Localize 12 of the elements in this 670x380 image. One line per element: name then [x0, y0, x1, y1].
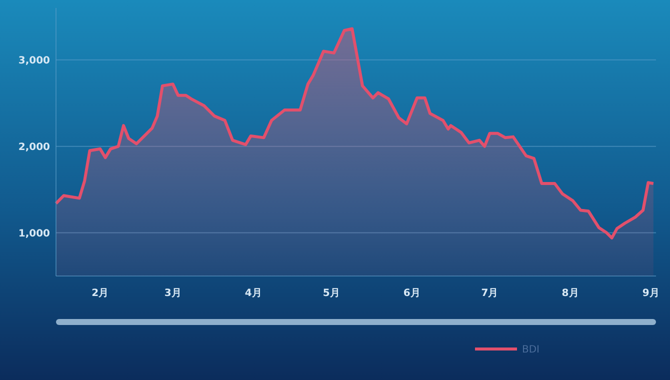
legend-label: BDI [522, 344, 540, 356]
x-tick-label: 9月 [642, 288, 660, 299]
x-tick-label: 6月 [403, 288, 420, 299]
x-tick-label: 2月 [92, 288, 109, 299]
y-tick-label: 1,000 [18, 228, 50, 240]
x-tick-label: 8月 [562, 288, 579, 299]
x-tick-label: 5月 [322, 288, 340, 299]
x-tick-label: 3月 [164, 288, 182, 299]
y-tick-label: 3,000 [18, 55, 50, 66]
x-tick-label: 7月 [481, 288, 498, 299]
y-tick-label: 2,000 [18, 142, 50, 153]
x-tick-label: 4月 [244, 288, 262, 299]
